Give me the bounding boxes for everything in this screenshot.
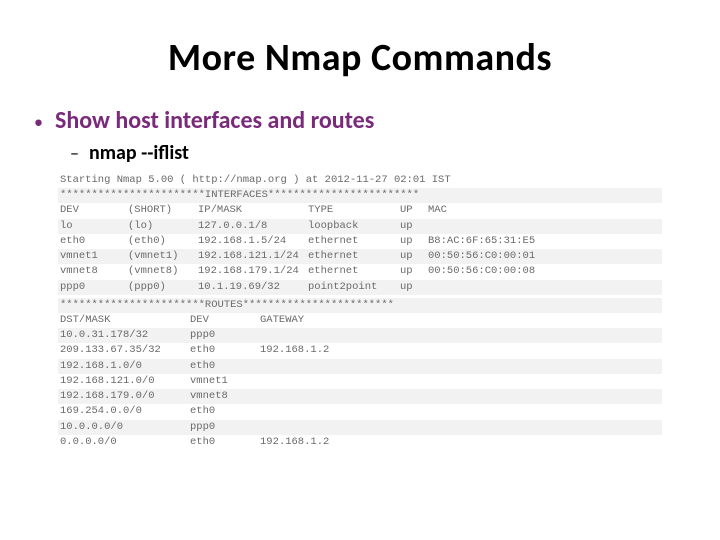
cell: ppp0 — [190, 420, 260, 435]
route-header-row: DST/MASK DEV GATEWAY — [58, 313, 662, 328]
cell — [260, 359, 660, 374]
cell: 00:50:56:C0:00:01 — [428, 249, 660, 264]
cell — [260, 404, 660, 419]
slide-title: More Nmap Commands — [30, 35, 690, 81]
cell: (lo) — [128, 219, 198, 234]
bullet-dash-icon: – — [70, 142, 79, 164]
cell — [260, 374, 660, 389]
cell: vmnet1 — [190, 374, 260, 389]
col-header: DEV — [190, 313, 260, 328]
cell: up — [400, 280, 428, 295]
cell — [428, 280, 660, 295]
cell: eth0 — [190, 343, 260, 358]
cell: 192.168.179.1/24 — [198, 264, 308, 279]
cell: eth0 — [190, 404, 260, 419]
bullet-dot-icon: • — [34, 113, 43, 131]
cell: (ppp0) — [128, 280, 198, 295]
cell: ppp0 — [60, 280, 128, 295]
route-row: 192.168.121.0/0 vmnet1 — [58, 374, 662, 389]
cell: vmnet8 — [190, 389, 260, 404]
terminal-section-header: ***********************ROUTES***********… — [58, 298, 662, 313]
cell: up — [400, 249, 428, 264]
route-row: 209.133.67.35/32 eth0 192.168.1.2 — [58, 343, 662, 358]
cell: 192.168.121.0/0 — [60, 374, 190, 389]
bullet2-text: nmap --iflist — [89, 141, 189, 165]
route-row: 10.0.31.178/32 ppp0 — [58, 328, 662, 343]
cell: lo — [60, 219, 128, 234]
cell — [260, 389, 660, 404]
iface-row: eth0 (eth0) 192.168.1.5/24 ethernet up B… — [58, 234, 662, 249]
col-header: GATEWAY — [260, 313, 660, 328]
cell: 192.168.1.2 — [260, 343, 660, 358]
cell: up — [400, 264, 428, 279]
col-header: IP/MASK — [198, 203, 308, 218]
cell: (vmnet8) — [128, 264, 198, 279]
cell: ethernet — [308, 249, 400, 264]
terminal-section-header: ***********************INTERFACES*******… — [58, 188, 662, 203]
cell: up — [400, 234, 428, 249]
iface-row: vmnet8 (vmnet8) 192.168.179.1/24 etherne… — [58, 264, 662, 279]
route-row: 10.0.0.0/0 ppp0 — [58, 420, 662, 435]
iface-row: lo (lo) 127.0.0.1/8 loopback up — [58, 219, 662, 234]
cell: ethernet — [308, 264, 400, 279]
cell: B8:AC:6F:65:31:E5 — [428, 234, 660, 249]
cell: loopback — [308, 219, 400, 234]
cell: 192.168.179.0/0 — [60, 389, 190, 404]
col-header: (SHORT) — [128, 203, 198, 218]
cell: 00:50:56:C0:00:08 — [428, 264, 660, 279]
cell: vmnet8 — [60, 264, 128, 279]
cell: 192.168.1.0/0 — [60, 359, 190, 374]
cell — [428, 219, 660, 234]
cell: 10.0.31.178/32 — [60, 328, 190, 343]
bullet-level1: • Show host interfaces and routes — [34, 106, 690, 135]
cell: ppp0 — [190, 328, 260, 343]
terminal-output: Starting Nmap 5.00 ( http://nmap.org ) a… — [58, 173, 662, 450]
cell: 192.168.121.1/24 — [198, 249, 308, 264]
cell: point2point — [308, 280, 400, 295]
cell: 169.254.0.0/0 — [60, 404, 190, 419]
cell: 192.168.1.2 — [260, 435, 660, 450]
route-row: 192.168.179.0/0 vmnet8 — [58, 389, 662, 404]
col-header: UP — [400, 203, 428, 218]
bullet-level2: – nmap --iflist — [70, 141, 690, 165]
cell — [260, 328, 660, 343]
route-row: 169.254.0.0/0 eth0 — [58, 404, 662, 419]
col-header: MAC — [428, 203, 660, 218]
cell: 10.1.19.69/32 — [198, 280, 308, 295]
iface-row: vmnet1 (vmnet1) 192.168.121.1/24 etherne… — [58, 249, 662, 264]
col-header: DEV — [60, 203, 128, 218]
cell: 10.0.0.0/0 — [60, 420, 190, 435]
cell: ethernet — [308, 234, 400, 249]
cell: (eth0) — [128, 234, 198, 249]
route-row: 0.0.0.0/0 eth0 192.168.1.2 — [58, 435, 662, 450]
cell: vmnet1 — [60, 249, 128, 264]
cell — [260, 420, 660, 435]
route-row: 192.168.1.0/0 eth0 — [58, 359, 662, 374]
bullet1-text: Show host interfaces and routes — [55, 106, 374, 135]
iface-row: ppp0 (ppp0) 10.1.19.69/32 point2point up — [58, 280, 662, 295]
cell: 0.0.0.0/0 — [60, 435, 190, 450]
col-header: DST/MASK — [60, 313, 190, 328]
cell: 192.168.1.5/24 — [198, 234, 308, 249]
cell: eth0 — [60, 234, 128, 249]
cell: 209.133.67.35/32 — [60, 343, 190, 358]
cell: (vmnet1) — [128, 249, 198, 264]
cell: eth0 — [190, 359, 260, 374]
col-header: TYPE — [308, 203, 400, 218]
cell: eth0 — [190, 435, 260, 450]
cell: 127.0.0.1/8 — [198, 219, 308, 234]
terminal-line: Starting Nmap 5.00 ( http://nmap.org ) a… — [58, 173, 662, 188]
iface-header-row: DEV (SHORT) IP/MASK TYPE UP MAC — [58, 203, 662, 218]
cell: up — [400, 219, 428, 234]
